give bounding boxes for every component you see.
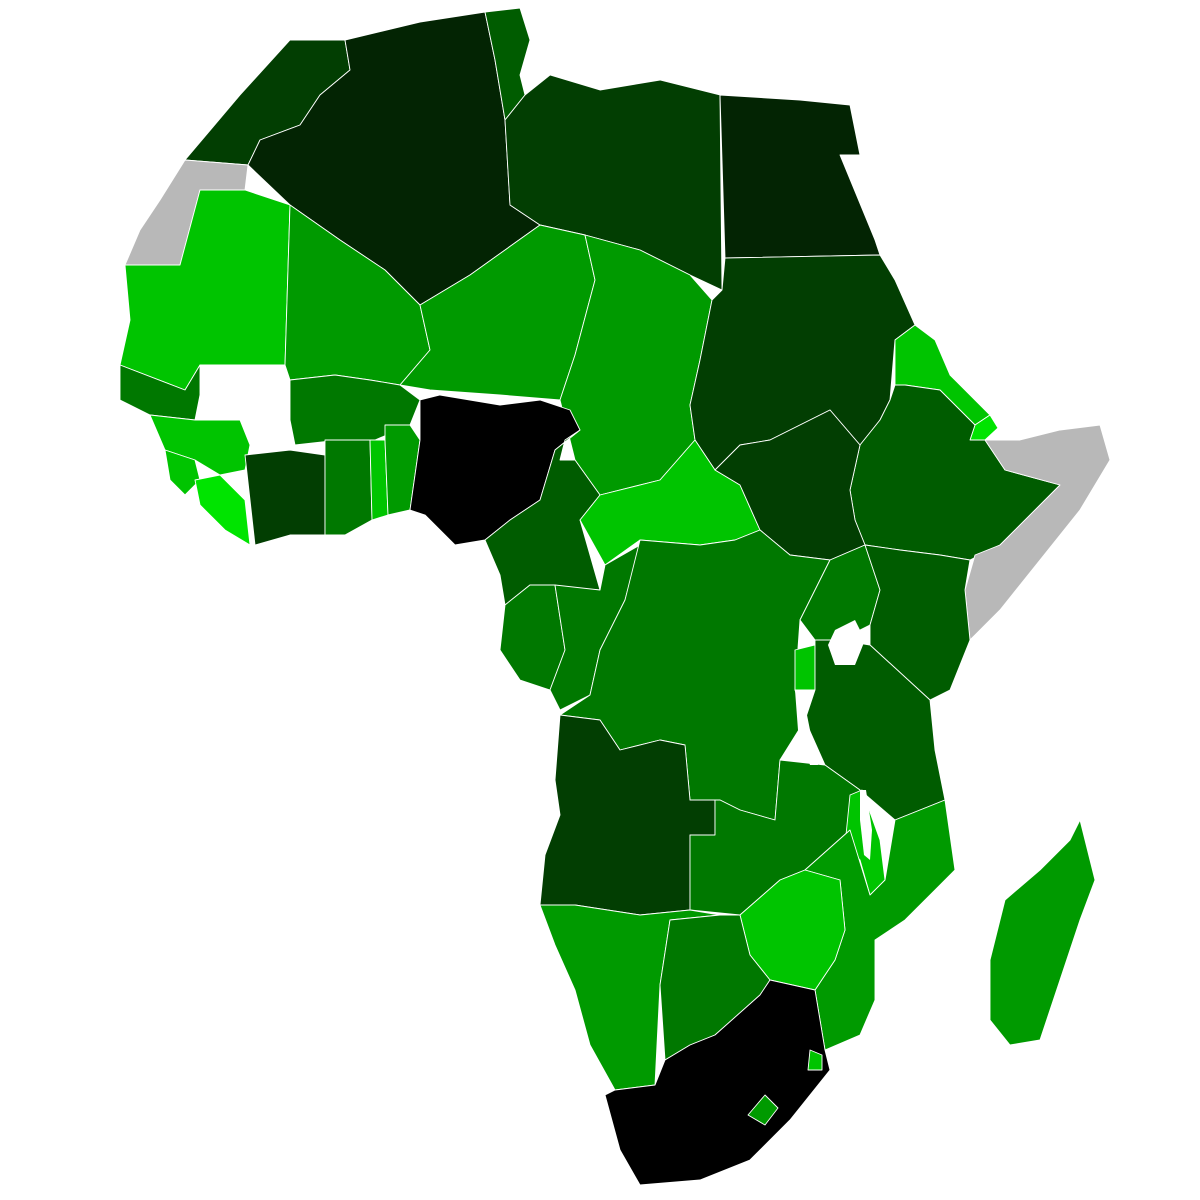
region-gabon[interactable] bbox=[499, 584, 566, 691]
region-somalia[interactable] bbox=[964, 424, 1111, 641]
region-south-africa[interactable] bbox=[604, 979, 831, 1186]
lake-malawi bbox=[860, 790, 872, 860]
lake-victoria bbox=[828, 620, 865, 665]
region-liberia[interactable] bbox=[194, 474, 251, 546]
region-sierra-leone[interactable] bbox=[164, 449, 201, 496]
region-kenya[interactable] bbox=[864, 544, 971, 701]
region-madagascar[interactable] bbox=[989, 819, 1096, 1046]
region-rwanda-burundi[interactable] bbox=[794, 644, 816, 691]
region-lesotho[interactable] bbox=[747, 1094, 779, 1126]
region-guinea[interactable] bbox=[149, 414, 251, 476]
region-senegal[interactable] bbox=[119, 364, 201, 421]
lake-tanganyika bbox=[795, 690, 818, 765]
region-eswatini[interactable] bbox=[807, 1049, 823, 1071]
region-mauritania[interactable] bbox=[119, 189, 291, 391]
region-tunisia[interactable] bbox=[484, 7, 531, 121]
region-egypt[interactable] bbox=[719, 94, 881, 259]
region-ghana[interactable] bbox=[324, 439, 373, 536]
region-ivory-coast[interactable] bbox=[244, 449, 326, 546]
